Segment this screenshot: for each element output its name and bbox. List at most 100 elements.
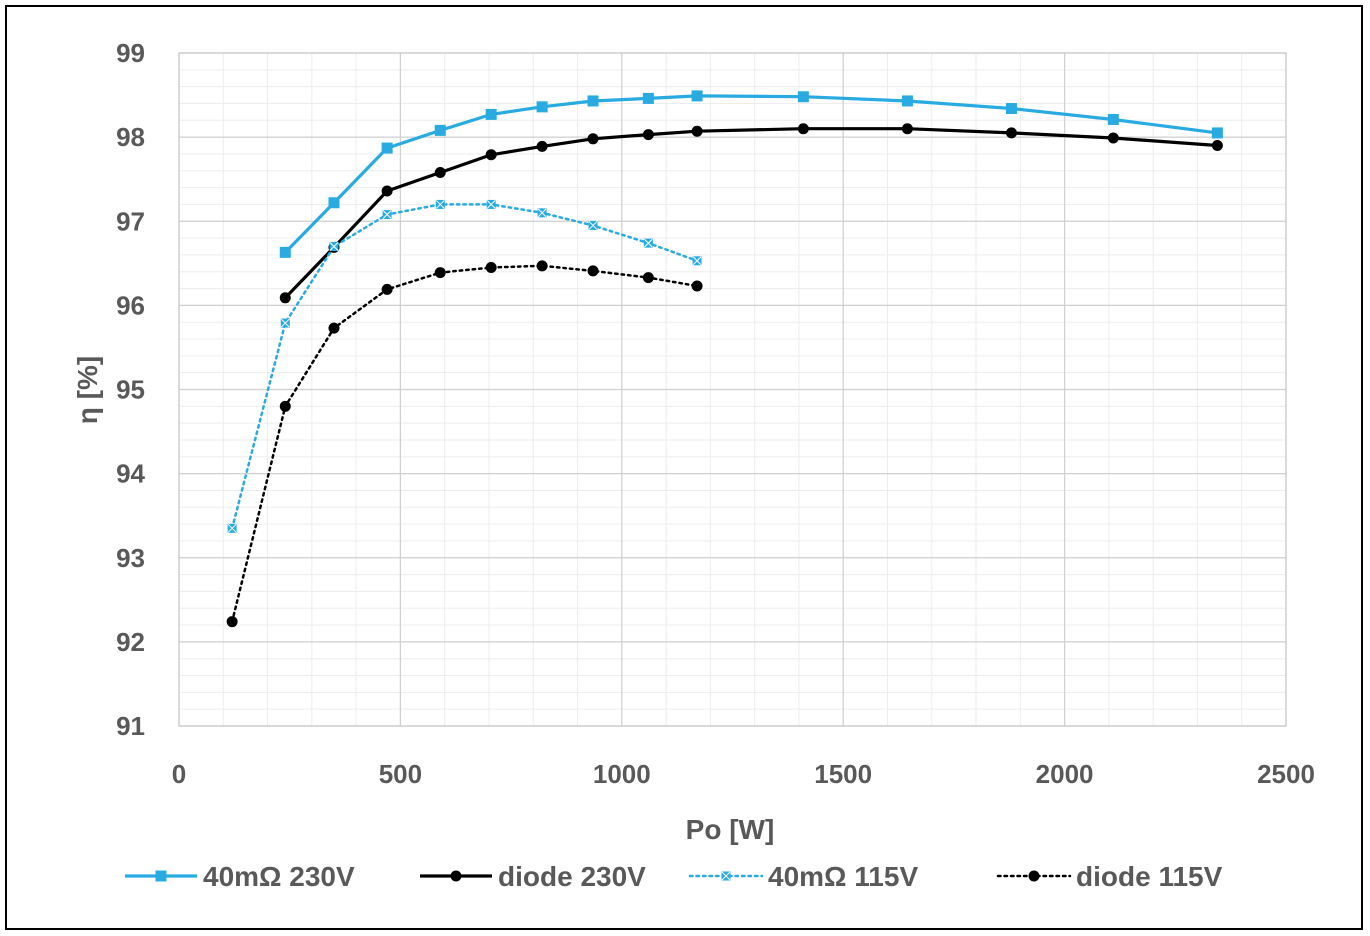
data-point xyxy=(1211,140,1223,152)
x-tick-label: 500 xyxy=(379,759,422,789)
data-point xyxy=(642,92,654,104)
data-point xyxy=(797,123,809,135)
data-point xyxy=(328,197,340,209)
data-point xyxy=(1107,113,1119,125)
y-tick-label: 97 xyxy=(116,206,145,236)
data-point xyxy=(691,280,703,292)
data-point xyxy=(587,265,599,277)
series-3 xyxy=(226,260,703,628)
marker-cross xyxy=(644,238,653,248)
legend-marker xyxy=(450,870,462,882)
y-tick-label: 93 xyxy=(116,543,145,573)
plot-area-border xyxy=(178,52,1287,727)
x-tick-label: 1500 xyxy=(814,759,872,789)
x-axis-ticks: 0 500 1000 1500 2000 2500 xyxy=(172,759,1315,789)
data-point xyxy=(537,208,547,218)
legend-marker xyxy=(721,871,731,881)
data-point xyxy=(485,262,497,274)
data-point xyxy=(588,220,598,230)
marker-cross xyxy=(382,210,392,219)
marker-cross xyxy=(486,200,496,209)
marker-cross xyxy=(692,256,702,266)
data-point xyxy=(434,166,446,178)
marker-cross xyxy=(329,242,339,251)
legend-label: diode 230V xyxy=(498,861,646,892)
data-point xyxy=(381,185,393,197)
y-axis-ticks: 91 92 93 94 95 96 97 98 99 xyxy=(116,38,145,741)
series-line xyxy=(284,94,1218,254)
x-tick-label: 0 xyxy=(172,759,186,789)
data-point xyxy=(642,129,654,141)
data-point xyxy=(643,238,653,248)
series-0 xyxy=(279,90,1223,258)
data-point xyxy=(226,616,238,628)
series-2 xyxy=(227,199,702,533)
legend-marker xyxy=(155,870,167,882)
data-point xyxy=(587,133,599,145)
y-tick-label: 95 xyxy=(116,375,145,405)
data-point xyxy=(485,108,497,120)
marker-cross xyxy=(721,871,731,881)
legend: 40mΩ 230V diode 230V 40mΩ 115V diode 115V xyxy=(125,861,1223,892)
data-point xyxy=(642,272,654,284)
legend-marker xyxy=(1028,870,1040,882)
legend-label: diode 115V xyxy=(1076,861,1223,892)
series-line xyxy=(230,264,699,623)
legend-item: diode 115V xyxy=(996,861,1223,892)
data-point xyxy=(536,101,548,113)
y-tick-label: 96 xyxy=(116,290,145,320)
data-point xyxy=(435,199,445,209)
data-point xyxy=(279,292,291,304)
marker-cross xyxy=(588,221,598,230)
y-tick-label: 94 xyxy=(116,459,145,489)
marker-cross xyxy=(227,523,237,533)
data-point xyxy=(587,95,599,107)
x-tick-label: 1000 xyxy=(593,759,651,789)
marker-cross xyxy=(537,208,547,218)
data-point xyxy=(691,90,703,102)
x-axis-title: Po [W] xyxy=(686,814,775,845)
data-point xyxy=(691,125,703,137)
legend-item: diode 230V xyxy=(420,861,646,892)
legend-item: 40mΩ 115V xyxy=(688,861,918,892)
data-point xyxy=(279,246,291,258)
series-line xyxy=(284,127,1218,299)
data-point xyxy=(382,210,392,220)
y-tick-label: 91 xyxy=(116,711,145,741)
data-point xyxy=(692,256,702,266)
data-point xyxy=(1005,103,1017,115)
data-point xyxy=(280,318,290,328)
data-point xyxy=(1211,127,1223,139)
legend-item: 40mΩ 230V xyxy=(125,861,355,892)
data-point xyxy=(1005,127,1017,139)
data-point xyxy=(797,91,809,103)
data-point xyxy=(329,241,339,251)
series-1 xyxy=(279,123,1223,304)
y-tick-label: 99 xyxy=(116,38,145,68)
data-point xyxy=(536,260,548,272)
data-point xyxy=(486,199,496,209)
data-point xyxy=(227,523,237,533)
data-point xyxy=(485,149,497,161)
chart-frame xyxy=(5,5,1363,930)
data-point xyxy=(328,322,340,334)
legend-label: 40mΩ 230V xyxy=(203,861,355,892)
data-point xyxy=(279,400,291,412)
marker-cross xyxy=(435,200,445,209)
data-point xyxy=(381,283,393,295)
y-axis-title: η [%] xyxy=(72,356,103,424)
data-point xyxy=(381,142,393,154)
marker-cross xyxy=(280,318,290,328)
y-tick-label: 92 xyxy=(116,627,145,657)
data-point xyxy=(434,267,446,279)
series-line xyxy=(230,203,699,530)
x-tick-label: 2000 xyxy=(1036,759,1094,789)
x-tick-label: 2500 xyxy=(1257,759,1315,789)
data-point xyxy=(434,124,446,136)
series-layer xyxy=(226,90,1223,628)
data-point xyxy=(1107,132,1119,144)
data-point xyxy=(536,140,548,152)
data-point xyxy=(901,95,913,107)
data-point xyxy=(901,123,913,135)
